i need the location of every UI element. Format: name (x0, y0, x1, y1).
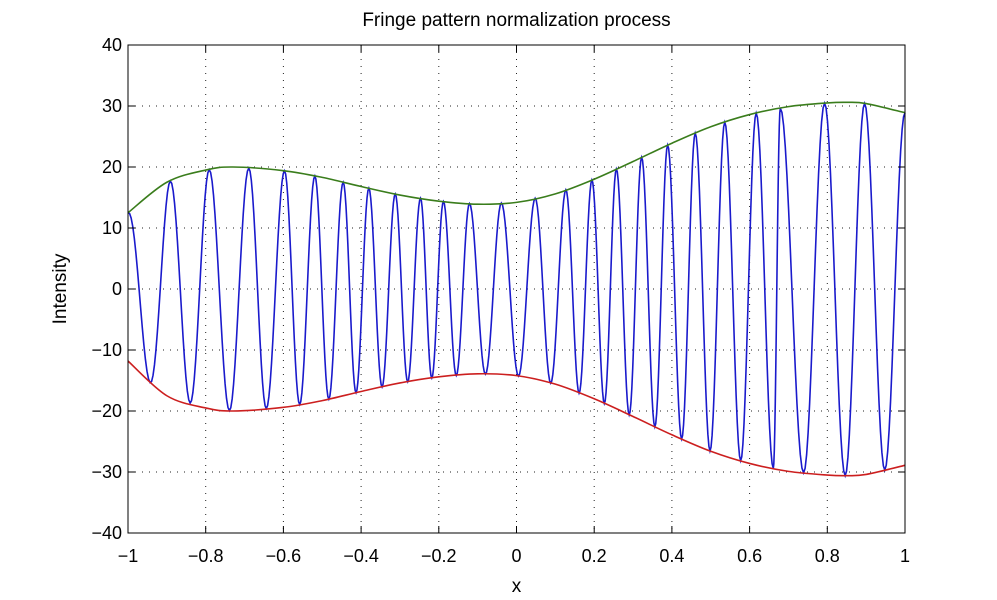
series-line-lower-envelope (127, 360, 906, 477)
y-tick-label: 0 (112, 279, 122, 299)
grid-lines (128, 45, 905, 533)
x-tick-label: 0.2 (582, 546, 607, 566)
x-tick-label: −0.6 (266, 546, 302, 566)
axis-ticks: −1 −0.8 −0.6 −0.4 −0.2 0 0.2 0.4 0.6 0.8 1 −40 −30 −2… (91, 35, 910, 566)
series-line-upper-envelope (127, 101, 906, 214)
x-tick-label: 0.6 (737, 546, 762, 566)
x-tick-label: −0.2 (421, 546, 457, 566)
x-tick-label: −0.8 (188, 546, 224, 566)
y-axis-label: Intensity (50, 253, 71, 324)
y-tick-label: 30 (102, 96, 122, 116)
x-tick-label: 1 (900, 546, 910, 566)
chart-title: Fringe pattern normalization process (362, 10, 670, 31)
y-tick-label: −40 (91, 523, 122, 543)
x-tick-label: 0.8 (815, 546, 840, 566)
y-tick-label: 10 (102, 218, 122, 238)
x-tick-label: −0.4 (343, 546, 379, 566)
y-tick-label: −30 (91, 462, 122, 482)
x-tick-label: −1 (118, 546, 139, 566)
y-tick-label: 40 (102, 35, 122, 55)
x-tick-label: 0.4 (659, 546, 684, 566)
y-tick-label: −10 (91, 340, 122, 360)
x-axis-label: x (512, 576, 522, 597)
y-tick-label: −20 (91, 401, 122, 421)
x-tick-label: 0 (511, 546, 521, 566)
y-tick-label: 20 (102, 157, 122, 177)
series-lines (127, 100, 906, 479)
